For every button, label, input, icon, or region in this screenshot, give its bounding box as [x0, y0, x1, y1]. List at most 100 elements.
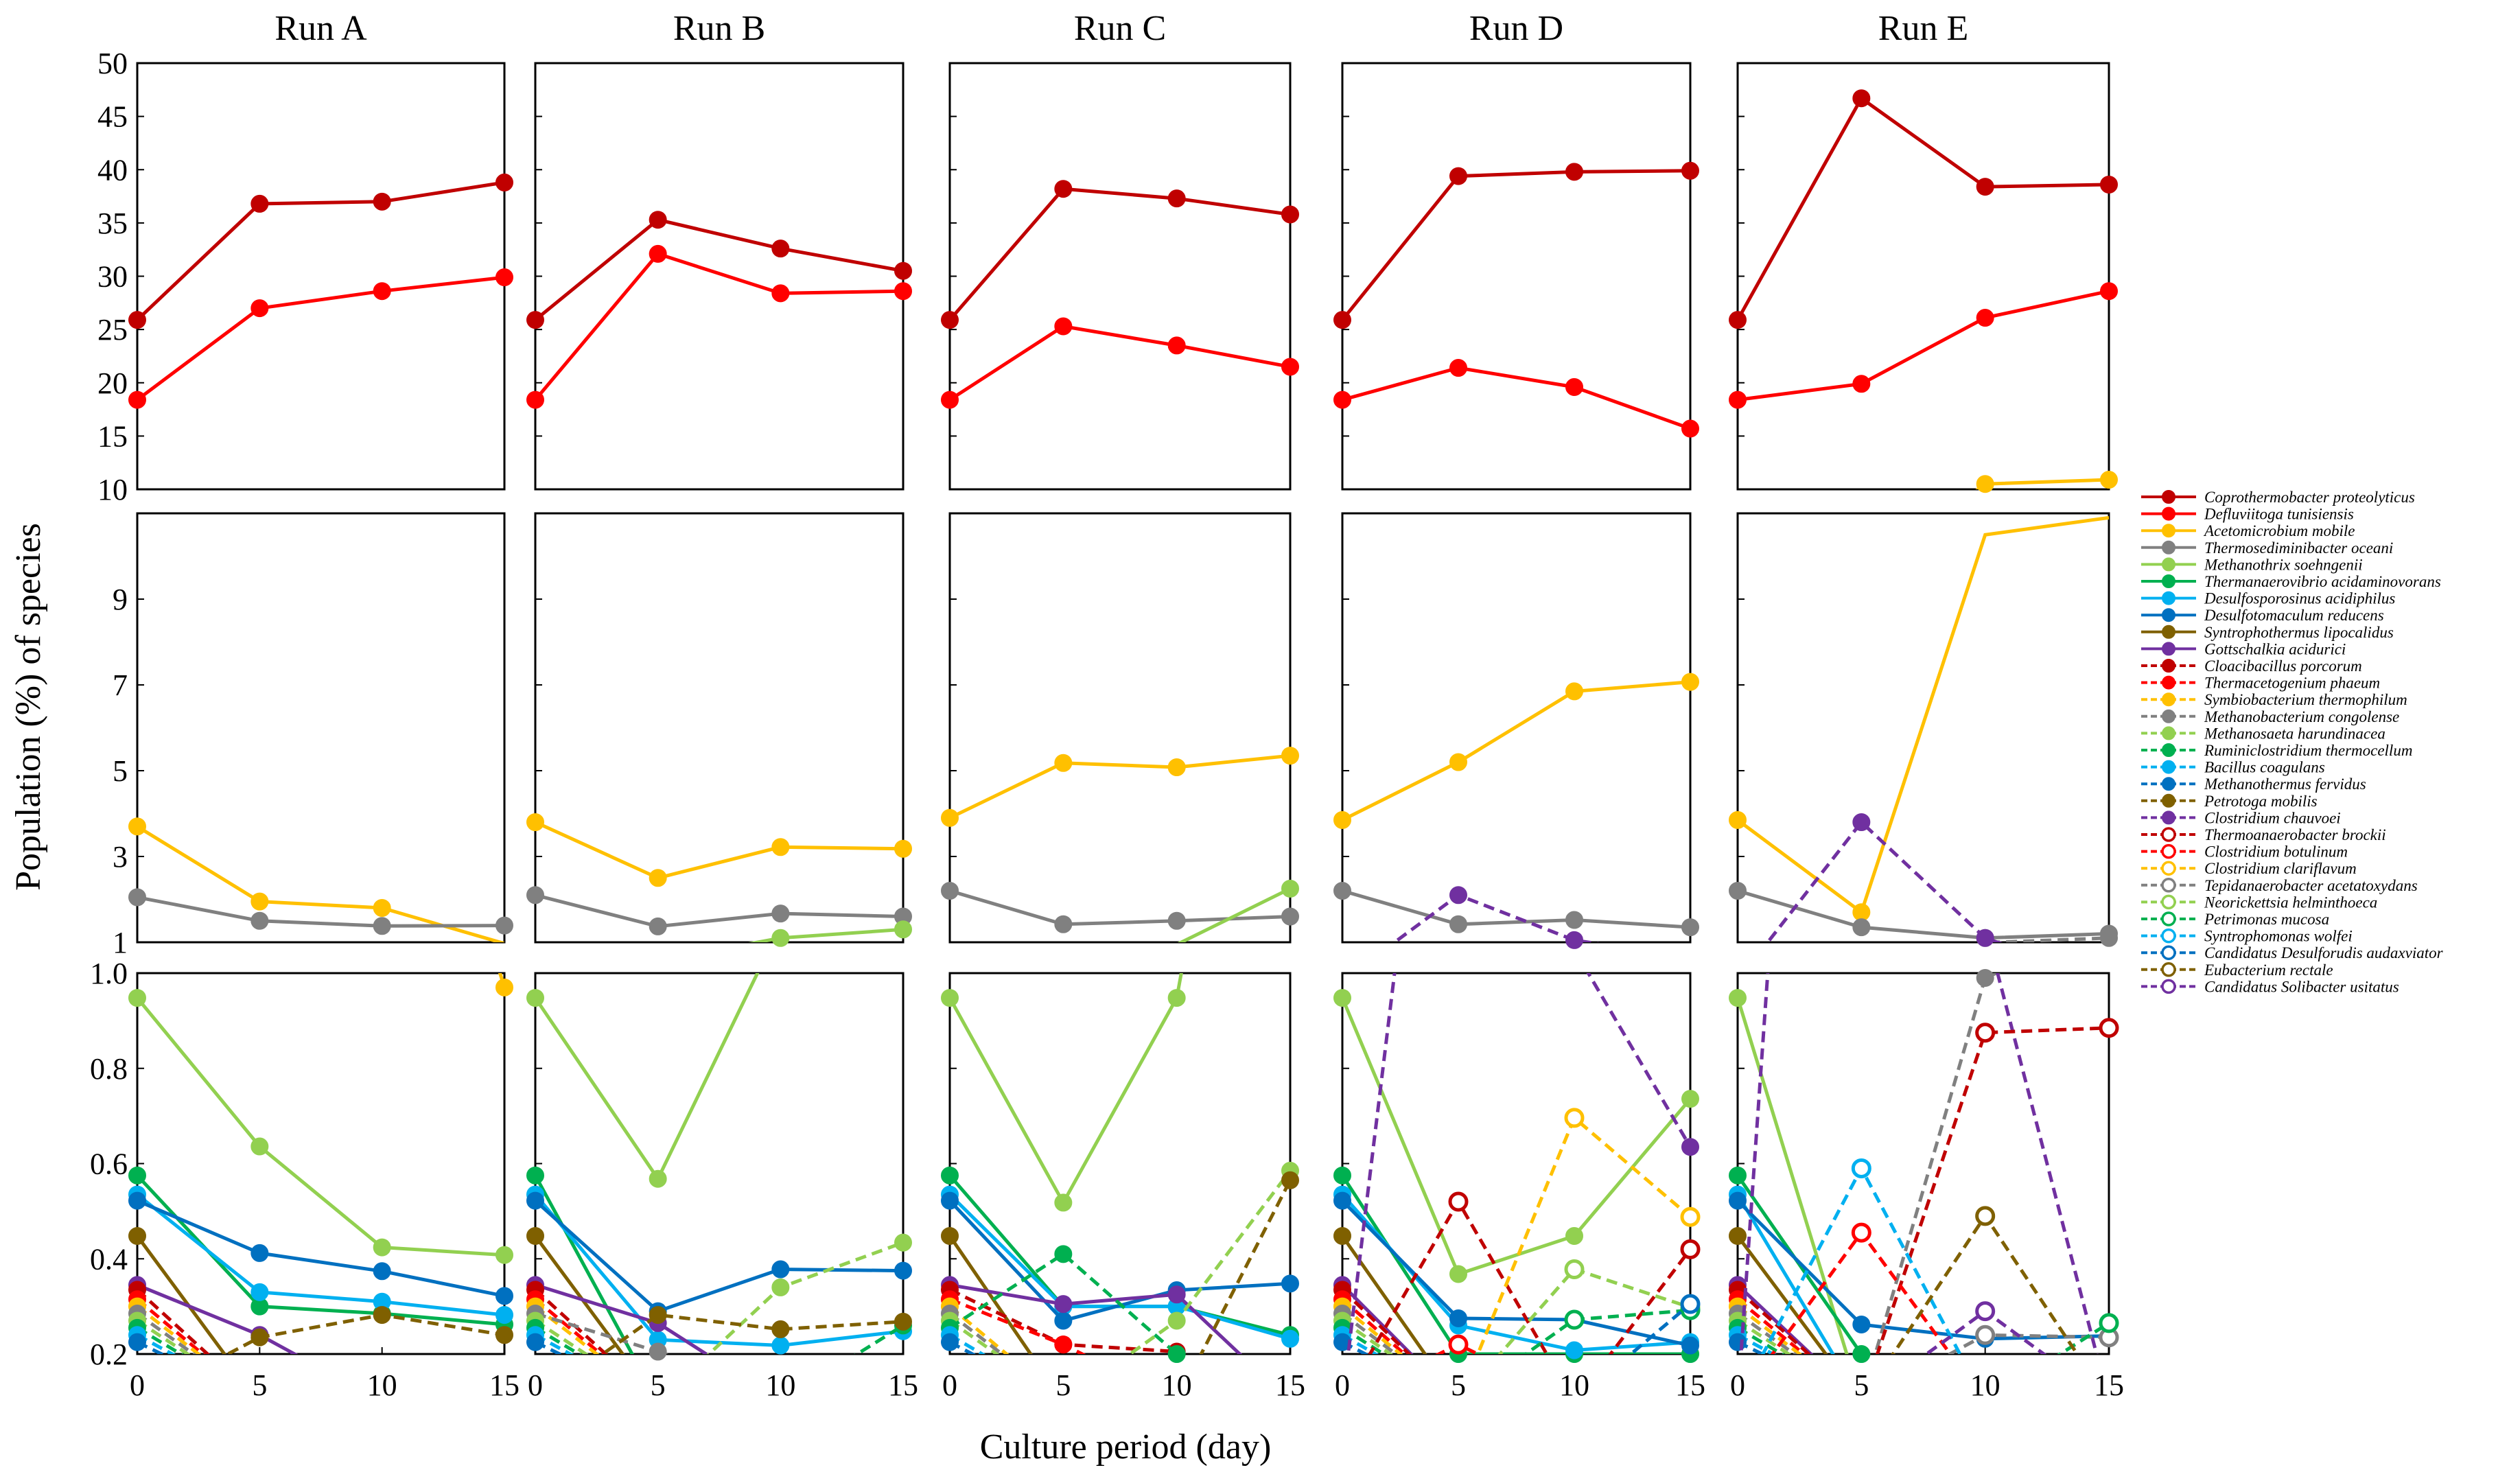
data-point: [1852, 813, 1871, 831]
data-point: [1976, 475, 1994, 493]
series-17-run-1: [526, 1333, 564, 1354]
series-15-run-0: [128, 1318, 185, 1354]
legend-item: Thermacetogenium phaeum: [2141, 675, 2380, 692]
data-point: [649, 1306, 667, 1325]
x-tick-label: 15: [1675, 1368, 1705, 1402]
y-tick-label: 5: [113, 754, 128, 788]
legend-swatch-marker: [2162, 810, 2175, 825]
data-point: [128, 390, 146, 409]
data-point: [250, 1283, 269, 1301]
y-tick-label: 25: [97, 313, 128, 347]
data-point: [941, 882, 959, 900]
x-tick-label: 15: [489, 1368, 520, 1402]
series-line: [1391, 893, 1600, 942]
series-line: [1497, 1267, 1690, 1354]
legend-label: Syntrophothermus lipocalidus: [2204, 624, 2394, 641]
series-0-run-3: [1333, 161, 1699, 329]
series-7-run-1: [526, 1191, 912, 1320]
series-line: [1760, 1165, 1962, 1354]
legend-item: Thermoanaerobacter brockii: [2141, 826, 2386, 843]
panel-frames: [136, 62, 2110, 1355]
series-0-run-0: [128, 173, 513, 329]
legend-label: Methanothrix soehngenii: [2204, 556, 2363, 573]
x-tick-label: 10: [1559, 1368, 1589, 1402]
run-title: Run C: [1074, 9, 1166, 48]
data-point: [1449, 886, 1467, 905]
series-8-run-2: [941, 1226, 1033, 1354]
data-point: [373, 1306, 391, 1325]
legend-label: Cloacibacillus porcorum: [2204, 657, 2362, 675]
data-point: [526, 886, 544, 905]
series-8-run-0: [128, 1226, 227, 1354]
y-tick-label: 40: [97, 153, 128, 187]
data-point: [1167, 758, 1186, 776]
data-point: [1281, 1274, 1299, 1293]
data-point: [771, 1320, 790, 1338]
data-point: [128, 888, 146, 907]
series-line: [950, 324, 1290, 401]
x-tick-label: 10: [1970, 1368, 2000, 1402]
data-point: [1975, 1301, 1996, 1322]
data-point: [1680, 1206, 1701, 1227]
series-line: [1946, 1333, 2109, 1354]
legend-swatch-marker: [2161, 843, 2176, 859]
series-line: [1738, 515, 2109, 915]
x-tick-label: 0: [1335, 1368, 1350, 1402]
series-line: [535, 1241, 903, 1354]
y-tick-label: 15: [97, 419, 128, 453]
data-point: [128, 1226, 146, 1245]
data-point: [1729, 311, 1747, 329]
series-line: [1770, 1229, 1952, 1354]
series-line: [1522, 1308, 1690, 1354]
data-point: [495, 268, 513, 287]
data-point: [2100, 929, 2118, 947]
data-point: [1729, 882, 1747, 900]
series-1-run-3: [1333, 359, 1699, 438]
legend-swatch-marker: [2162, 591, 2175, 605]
panel-frame-1-1: [534, 512, 905, 944]
data-point: [1449, 1265, 1467, 1283]
data-point: [1167, 1345, 1186, 1363]
series-17-run-0: [128, 1333, 166, 1354]
legend-item: Syntrophothermus lipocalidus: [2141, 624, 2394, 641]
series-4-run-4: [1729, 989, 1849, 1354]
data-point: [373, 899, 391, 917]
data-point: [1681, 673, 1699, 691]
data-point: [771, 929, 790, 947]
series-line: [535, 1174, 634, 1354]
data-point: [941, 1166, 959, 1185]
x-tick-label: 15: [1275, 1368, 1305, 1402]
legend-label: Petrotoga mobilis: [2204, 793, 2318, 810]
legend-swatch-marker: [2162, 524, 2175, 538]
series-line: [1738, 95, 2109, 321]
series-line: [1739, 973, 2099, 1354]
series-line: [1738, 889, 2109, 940]
series-28-run-4: [1891, 1206, 2079, 1354]
series-2-run-1: [526, 813, 912, 887]
data-point: [1852, 89, 1871, 108]
legend-swatch-marker: [2162, 692, 2175, 707]
legend-label: Clostridium botulinum: [2204, 843, 2348, 861]
series-line: [1342, 169, 1690, 321]
data-point: [1680, 1294, 1701, 1314]
data-point: [771, 240, 790, 258]
series-line: [535, 1311, 668, 1354]
panel-frame-1-2: [948, 512, 1292, 944]
data-point: [1976, 309, 1994, 327]
series-line: [950, 973, 1183, 1206]
data-point: [1565, 1341, 1583, 1360]
legend-label: Clostridium clariflavum: [2204, 860, 2357, 877]
data-point: [1054, 754, 1073, 772]
legend-swatch-marker: [2162, 642, 2175, 656]
legend-swatch-marker: [2162, 540, 2175, 555]
data-point: [1852, 903, 1871, 922]
legend-item: Desulfotomaculum reducens: [2141, 607, 2384, 624]
panel-frame-0-4: [1736, 62, 2110, 491]
series-1-run-4: [1729, 282, 2118, 409]
legend-item: Syntrophomonas wolfei: [2141, 928, 2353, 945]
legend-swatch-marker: [2162, 760, 2175, 774]
x-tick-label: 0: [528, 1368, 543, 1402]
series-1-run-0: [128, 268, 513, 409]
series-line: [950, 1252, 1182, 1354]
